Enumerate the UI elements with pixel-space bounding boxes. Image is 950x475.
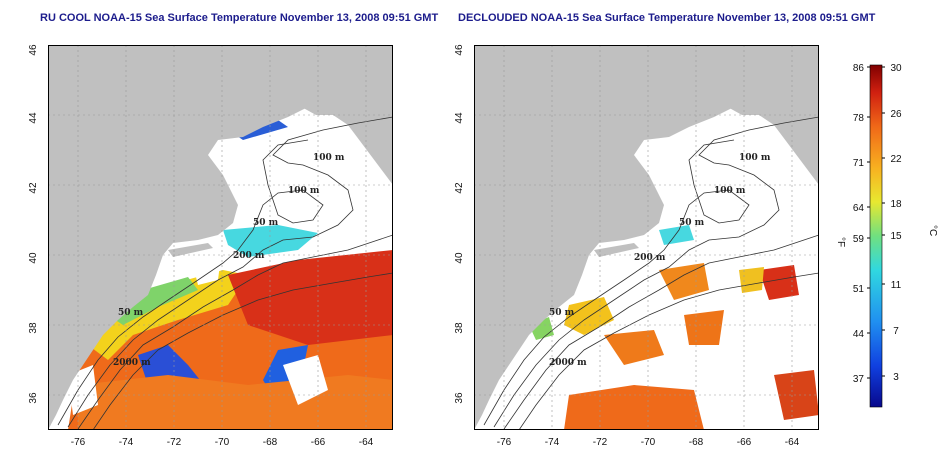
colorbar: 86 78 71 64 59 51 44 37 30 26 22 18 15 11 7 3 °F °C: [835, 63, 938, 408]
lon-tick: -76: [71, 437, 86, 448]
sst-cyan-region: [223, 225, 318, 257]
land-nova-scotia: [724, 65, 819, 185]
right-panel-title: DECLOUDED NOAA-15 Sea Surface Temperatur…: [458, 12, 876, 24]
sst-patch-cyan-mid: [659, 225, 694, 245]
sst-patch-red-2: [774, 370, 819, 420]
sst-patch-yellow-2: [739, 267, 764, 293]
lon-tick: -72: [167, 437, 182, 448]
celsius-tick-label: 15: [890, 231, 902, 242]
unit-celsius: °C: [927, 225, 938, 236]
right-sst-map: 100 m 100 m 50 m 200 m 50 m 2000 m: [474, 45, 819, 430]
celsius-tick-label: 11: [891, 280, 902, 291]
contour-2000m: [92, 272, 393, 430]
label-50m-1: 50 m: [679, 218, 705, 228]
graticule: [48, 45, 393, 430]
contour-2000m: [518, 272, 819, 430]
left-panel-title: RU COOL NOAA-15 Sea Surface Temperature …: [40, 12, 439, 24]
fahrenheit-tick-label: 51: [853, 284, 865, 295]
fahrenheit-ticks: 86 78 71 64 59 51 44 37: [853, 63, 870, 385]
label-200m: 200 m: [233, 251, 265, 261]
label-2000m: 2000 m: [113, 358, 151, 368]
fahrenheit-tick-label: 37: [853, 374, 865, 385]
label-50m-1: 50 m: [253, 218, 279, 228]
lon-tick: -68: [263, 437, 278, 448]
label-100m-2: 100 m: [714, 186, 746, 196]
lon-tick: -70: [215, 437, 230, 448]
label-100m-1: 100 m: [739, 153, 771, 163]
lon-tick: -76: [497, 437, 512, 448]
celsius-tick-label: 30: [890, 63, 902, 74]
celsius-tick-label: 7: [893, 326, 899, 337]
cloud-gap-2: [283, 355, 328, 405]
sst-patch-red-1: [759, 265, 799, 300]
celsius-tick-label: 18: [890, 199, 902, 210]
left-lat-ticks: 36 38 40 42 44 46: [28, 44, 39, 404]
label-200m: 200 m: [634, 253, 666, 263]
contour-50m: [483, 139, 750, 426]
lon-tick: -66: [737, 437, 752, 448]
land-long-island: [594, 243, 639, 257]
lat-tick: 42: [454, 182, 465, 194]
left-sst-map: 100 m 100 m 50 m 200 m 50 m 2000 m: [48, 45, 393, 430]
graticule: [474, 45, 819, 430]
unit-fahrenheit: °F: [835, 237, 846, 247]
contour-100m: [493, 116, 819, 428]
lon-tick: -66: [311, 437, 326, 448]
fahrenheit-tick-label: 59: [853, 234, 865, 245]
lon-tick: -64: [359, 437, 374, 448]
contour-200m: [77, 234, 393, 430]
land-nova-scotia: [298, 65, 393, 185]
fahrenheit-tick-label: 64: [853, 203, 865, 214]
lon-tick: -68: [689, 437, 704, 448]
lon-tick: -74: [119, 437, 134, 448]
celsius-tick-label: 26: [890, 109, 902, 120]
lat-tick: 40: [454, 252, 465, 264]
lat-tick: 46: [28, 44, 39, 56]
label-50m-2: 50 m: [118, 308, 144, 318]
sst-red-region: [228, 250, 393, 345]
sst-patch-orange-3: [684, 310, 724, 345]
lat-tick: 36: [28, 392, 39, 404]
cloud-gap-3: [68, 365, 98, 415]
sst-patch-orange-1: [659, 263, 709, 300]
sst-yellow-region: [88, 270, 248, 360]
colorbar-gradient: [869, 64, 883, 408]
celsius-tick-label: 22: [890, 154, 902, 165]
sst-green-region: [108, 277, 198, 325]
lat-tick: 44: [454, 112, 465, 124]
lat-tick: 38: [454, 322, 465, 334]
left-lon-ticks: -76 -74 -72 -70 -68 -66 -64: [71, 437, 374, 448]
fahrenheit-tick-label: 78: [853, 113, 865, 124]
label-50m-2: 50 m: [549, 308, 575, 318]
label-100m-2: 100 m: [288, 186, 320, 196]
label-2000m: 2000 m: [549, 358, 587, 368]
lat-tick: 40: [28, 252, 39, 264]
lat-tick: 38: [28, 322, 39, 334]
celsius-tick-label: 3: [893, 372, 899, 383]
right-lon-ticks: -76 -74 -72 -70 -68 -66 -64: [497, 437, 800, 448]
lat-tick: 46: [454, 44, 465, 56]
land-long-island: [168, 243, 213, 257]
lon-tick: -70: [641, 437, 656, 448]
lon-tick: -74: [545, 437, 560, 448]
land-mainland: [474, 45, 819, 430]
fahrenheit-tick-label: 44: [853, 329, 865, 340]
lat-tick: 36: [454, 392, 465, 404]
label-100m-1: 100 m: [313, 153, 345, 163]
right-lat-ticks: 36 38 40 42 44 46: [454, 44, 465, 404]
fahrenheit-tick-label: 71: [853, 158, 865, 169]
contour-200m: [503, 234, 819, 430]
lon-tick: -72: [593, 437, 608, 448]
sst-patch-orange-south: [564, 385, 704, 430]
lat-tick: 42: [28, 182, 39, 194]
fahrenheit-tick-label: 86: [853, 63, 865, 74]
lon-tick: -64: [785, 437, 800, 448]
lat-tick: 44: [28, 112, 39, 124]
land-mainland: [48, 45, 393, 430]
contour-50m: [57, 139, 324, 426]
celsius-ticks: 30 26 22 18 15 11 7 3: [882, 63, 902, 383]
contour-100m: [67, 116, 393, 428]
sst-patch-orange-2: [604, 330, 664, 365]
